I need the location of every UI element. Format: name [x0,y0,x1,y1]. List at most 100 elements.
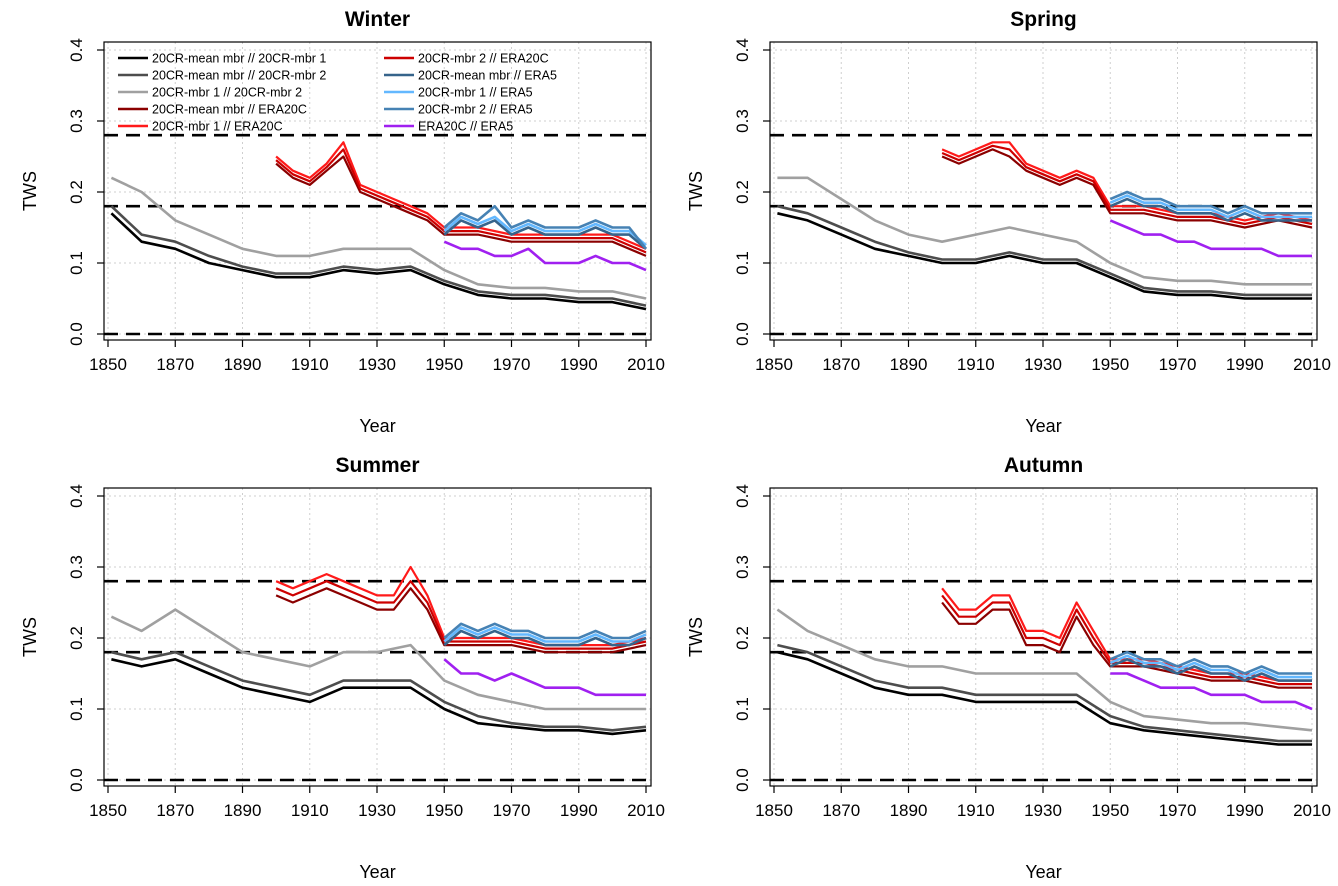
x-tick-label: 1910 [957,801,995,820]
series-line-winter-3 [275,155,647,257]
series-line-winter-5 [275,148,647,254]
series-line-spring-4 [941,141,1313,222]
y-tick-label: 0.4 [733,38,752,62]
panel-spring: Spring 1850 1870 1890 1910 1930 1950 1970 1990 20… [686,8,1331,436]
x-tick-label: 1930 [358,355,396,374]
legend-label: 20CR-mean mbr // ERA5 [418,69,557,83]
y-tick-label: 0.3 [67,555,86,579]
series-line-summer-7 [443,626,647,643]
x-tick-label: 1910 [291,355,329,374]
x-tick-label: 2010 [1293,355,1331,374]
x-tick-label: 1930 [1024,355,1062,374]
x-tick-label: 1930 [358,801,396,820]
y-axis-label: TWS [686,617,706,657]
series-line-spring-7 [1109,194,1312,219]
series-line-autumn-1 [777,643,1312,743]
x-tick-label: 2010 [627,355,665,374]
y-tick-label: 0.3 [733,555,752,579]
series-line-spring-2 [777,176,1312,286]
x-tick-label: 1890 [890,355,928,374]
plot-frame [769,41,1318,341]
series-line-summer-6 [443,629,647,647]
x-tick-label: 1870 [156,355,194,374]
series-line-spring-1 [777,204,1312,297]
x-tick-label: 1950 [1091,355,1129,374]
panel-title: Autumn [1004,454,1083,477]
series-line-summer-1 [111,650,647,732]
legend-label: 20CR-mean mbr // 20CR-mbr 1 [152,52,326,66]
y-tick-label: 0.0 [67,322,86,346]
series-line-autumn-3 [941,601,1312,689]
y-tick-label: 0.1 [67,697,86,721]
x-tick-label: 1970 [1159,355,1197,374]
series-line-winter-1 [110,205,647,307]
y-axis-label: TWS [20,617,40,657]
series-line-spring-3 [941,148,1313,229]
series-line-summer-3 [275,587,647,654]
x-tick-label: 1890 [224,801,262,820]
y-tick-label: 0.3 [67,109,86,133]
x-tick-label: 1970 [1159,801,1197,820]
y-tick-label: 0.2 [733,626,752,650]
series-line-summer-0 [111,657,647,736]
x-tick-label: 1850 [755,801,793,820]
x-tick-label: 2010 [1293,801,1331,820]
series-line-winter-8 [443,204,648,250]
x-tick-label: 1910 [291,801,329,820]
series-line-summer-5 [275,580,647,650]
y-tick-label: 0.4 [733,484,752,508]
panel-winter: Winter 1850 1870 1890 1910 1930 1950 1970 1990 20… [20,8,665,436]
x-tick-label: 1950 [1091,801,1129,820]
x-tick-label: 1910 [957,355,995,374]
x-tick-label: 1990 [1226,355,1264,374]
series-line-autumn-0 [777,650,1312,746]
series-line-autumn-5 [941,594,1312,686]
series-line-spring-6 [1109,197,1312,222]
panel-title: Spring [1010,8,1077,31]
legend-label: 20CR-mbr 1 // ERA20C [152,120,283,134]
y-tick-label: 0.0 [67,768,86,792]
y-tick-label: 0.2 [733,180,752,204]
series-line-summer-8 [443,622,647,640]
x-tick-label: 1870 [156,801,194,820]
x-tick-label: 1990 [560,801,598,820]
x-tick-label: 1950 [425,801,463,820]
x-tick-label: 1950 [425,355,463,374]
y-tick-label: 0.2 [67,626,86,650]
series-line-autumn-9 [1110,672,1313,711]
x-axis-label: Year [1025,862,1061,882]
series-line-autumn-2 [776,608,1313,732]
x-tick-label: 1990 [1226,801,1264,820]
legend-label: 20CR-mbr 1 // 20CR-mbr 2 [152,86,302,100]
series-line-autumn-7 [1109,654,1312,679]
y-tick-label: 0.1 [733,251,752,275]
legend: 20CR-mean mbr // 20CR-mbr 1 20CR-mean mbr… [118,52,557,134]
x-tick-label: 1870 [822,801,860,820]
series-line-summer-9 [443,658,646,697]
series-line-summer-2 [110,608,646,711]
series-line-spring-0 [777,212,1312,300]
x-axis-label: Year [359,862,395,882]
y-axis-label: TWS [686,171,706,211]
x-tick-label: 1850 [755,355,793,374]
panel-autumn: Autumn 1850 1870 1890 1910 1930 1950 1970 1990 20… [686,454,1331,882]
legend-label: ERA20C // ERA5 [418,120,513,134]
y-tick-label: 0.4 [67,38,86,62]
y-tick-label: 0.0 [733,322,752,346]
series-line-winter-0 [110,212,647,311]
series-line-winter-4 [275,141,647,250]
x-tick-label: 1850 [89,801,127,820]
x-axis-label: Year [1025,416,1061,436]
x-tick-label: 1870 [822,355,860,374]
x-tick-label: 1850 [89,355,127,374]
series-line-spring-8 [1109,190,1312,215]
panel-title: Summer [335,454,419,477]
series-line-winter-7 [443,215,647,247]
x-tick-label: 1930 [1024,801,1062,820]
series-line-autumn-6 [1109,657,1312,682]
legend-label: 20CR-mbr 2 // ERA20C [418,52,549,66]
legend-label: 20CR-mbr 1 // ERA5 [418,86,533,100]
y-tick-label: 0.1 [733,697,752,721]
x-tick-label: 2010 [627,801,665,820]
